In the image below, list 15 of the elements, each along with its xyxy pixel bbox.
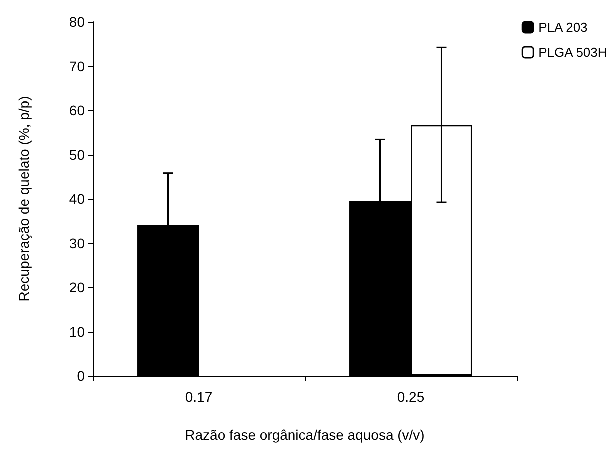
- y-tick-label: 80: [69, 14, 86, 30]
- y-tick-label: 30: [69, 235, 86, 252]
- x-tick-label: 0.25: [397, 389, 425, 405]
- y-tick-label: 60: [69, 102, 86, 118]
- x-axis-title: Razão fase orgânica/fase aquosa (v/v): [185, 427, 425, 443]
- y-tick-label: 10: [69, 324, 86, 340]
- y-tick-label: 50: [69, 146, 86, 163]
- y-tick-label: 20: [69, 280, 86, 296]
- x-tick-label: 0.17: [185, 389, 213, 405]
- y-tick-label: 70: [69, 58, 86, 74]
- y-tick-label: 0: [77, 368, 86, 384]
- y-tick-label: 40: [69, 191, 86, 207]
- legend-label: PLGA 503H: [538, 45, 608, 60]
- y-axis-title: Recuperação de quelato (%, p/p): [16, 96, 32, 302]
- legend-label: PLA 203: [538, 20, 588, 35]
